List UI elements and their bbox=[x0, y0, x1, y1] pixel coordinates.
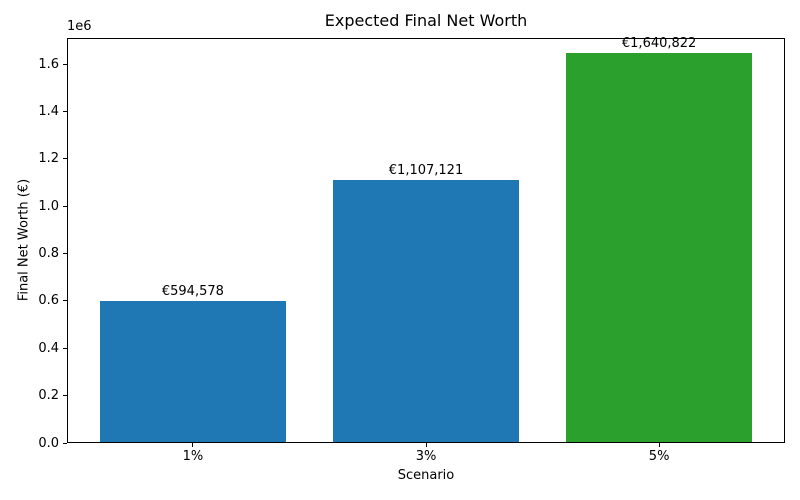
bar-value-label: €1,640,822 bbox=[621, 36, 697, 52]
y-tick-label: 1.0 bbox=[38, 198, 59, 214]
y-tick-label: 0.4 bbox=[38, 340, 59, 356]
x-tick-label: 3% bbox=[415, 449, 437, 464]
y-tick-label: 1.6 bbox=[38, 56, 59, 72]
y-tick-label: 0.6 bbox=[38, 293, 59, 309]
y-tick-mark bbox=[63, 205, 67, 207]
bar bbox=[332, 179, 520, 442]
bar bbox=[99, 301, 287, 442]
bar bbox=[565, 53, 753, 442]
y-axis-offset-label: 1e6 bbox=[67, 19, 92, 34]
y-tick-mark bbox=[63, 395, 67, 397]
y-tick-mark bbox=[63, 300, 67, 302]
y-tick-label: 0.8 bbox=[38, 246, 59, 262]
x-tick-label: 1% bbox=[182, 449, 204, 464]
y-tick-mark bbox=[63, 442, 67, 444]
y-tick-label: 0.0 bbox=[38, 435, 59, 451]
y-tick-label: 0.2 bbox=[38, 388, 59, 404]
y-tick-label: 1.2 bbox=[38, 151, 59, 167]
plot-area bbox=[67, 38, 785, 443]
y-tick-mark bbox=[63, 347, 67, 349]
bar-value-label: €1,107,121 bbox=[388, 162, 464, 178]
x-axis-label: Scenario bbox=[397, 468, 455, 483]
chart-title: Expected Final Net Worth bbox=[324, 11, 528, 30]
x-tick-mark bbox=[658, 443, 660, 447]
x-tick-mark bbox=[192, 443, 194, 447]
y-tick-mark bbox=[63, 63, 67, 65]
y-tick-mark bbox=[63, 110, 67, 112]
x-tick-label: 5% bbox=[648, 449, 670, 464]
y-tick-mark bbox=[63, 158, 67, 160]
bar-value-label: €594,578 bbox=[161, 284, 224, 300]
y-tick-mark bbox=[63, 253, 67, 255]
y-axis-label: Final Net Worth (€) bbox=[16, 178, 32, 302]
x-tick-mark bbox=[425, 443, 427, 447]
y-tick-label: 1.4 bbox=[38, 103, 59, 119]
